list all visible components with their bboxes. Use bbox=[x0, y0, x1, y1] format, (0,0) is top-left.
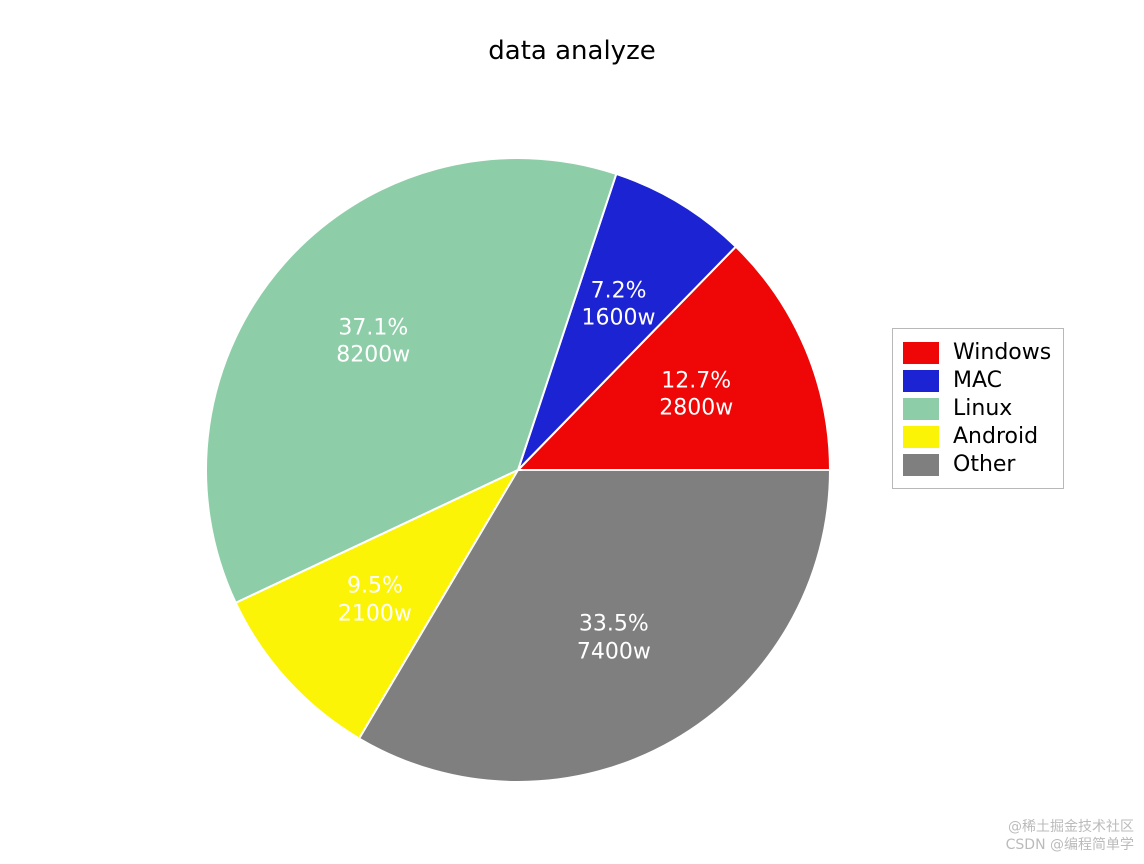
slice-label-other: 33.5% 7400w bbox=[577, 611, 651, 666]
legend-item-windows: Windows bbox=[903, 340, 1051, 365]
legend-swatch bbox=[903, 398, 939, 420]
legend-swatch bbox=[903, 454, 939, 476]
legend-label: Other bbox=[953, 452, 1015, 477]
legend-label: Android bbox=[953, 424, 1038, 449]
legend-swatch bbox=[903, 370, 939, 392]
legend-swatch bbox=[903, 342, 939, 364]
slice-label-mac: 7.2% 1600w bbox=[582, 277, 656, 332]
watermark-line-1: @稀土掘金技术社区 bbox=[1008, 816, 1134, 836]
slice-label-android: 9.5% 2100w bbox=[338, 573, 412, 628]
legend-label: MAC bbox=[953, 368, 1002, 393]
legend-label: Linux bbox=[953, 396, 1012, 421]
slice-label-windows: 12.7% 2800w bbox=[659, 367, 733, 422]
legend-item-linux: Linux bbox=[903, 396, 1051, 421]
legend-label: Windows bbox=[953, 340, 1051, 365]
legend-swatch bbox=[903, 426, 939, 448]
pie-chart: 12.7% 2800w7.2% 1600w 37.1% 8200w 9.5% 210… bbox=[206, 158, 830, 782]
legend-item-android: Android bbox=[903, 424, 1051, 449]
legend-item-other: Other bbox=[903, 452, 1051, 477]
legend-item-mac: MAC bbox=[903, 368, 1051, 393]
pie-svg bbox=[206, 158, 830, 782]
chart-title: data analyze bbox=[0, 36, 1144, 66]
watermark-line-2: CSDN @编程简单学 bbox=[1006, 834, 1134, 854]
slice-label-linux: 37.1% 8200w bbox=[336, 314, 410, 369]
legend: Windows MAC Linux Android Other bbox=[892, 328, 1064, 489]
